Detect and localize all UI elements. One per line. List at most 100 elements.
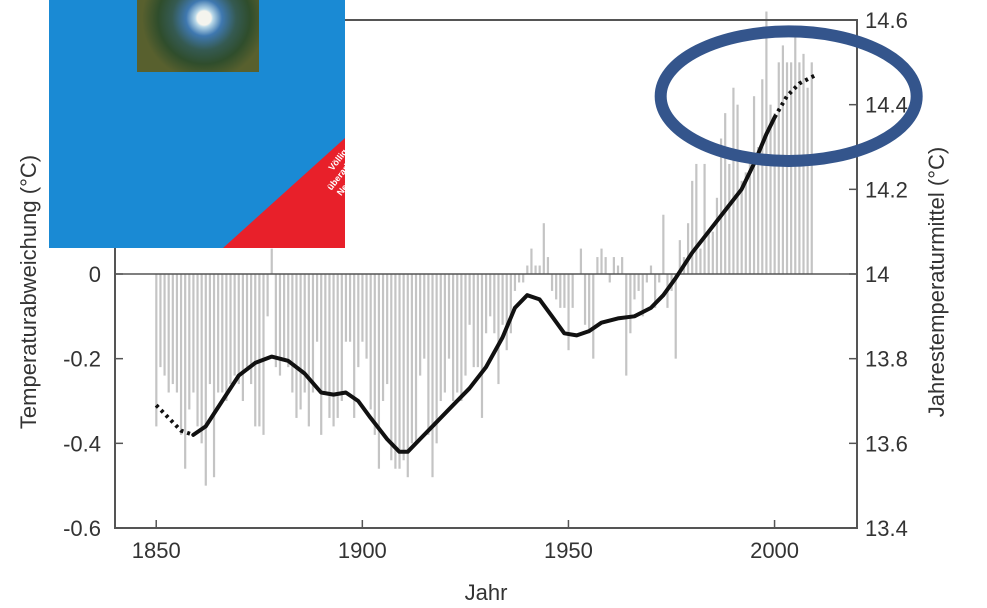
bar <box>348 274 352 342</box>
bar <box>344 274 348 342</box>
y2-tick-label: 13.4 <box>865 516 908 541</box>
bar <box>567 274 570 351</box>
bar <box>196 274 199 427</box>
bar <box>612 257 615 274</box>
bar <box>291 274 294 393</box>
bar <box>328 274 331 418</box>
bar <box>798 62 801 275</box>
bar <box>332 274 335 427</box>
bar <box>600 248 603 274</box>
bar <box>200 274 203 444</box>
bar <box>167 274 170 393</box>
bar <box>204 274 207 486</box>
bar <box>719 138 723 274</box>
bar <box>303 274 306 393</box>
bar <box>703 163 706 274</box>
bar <box>526 265 529 274</box>
y-tick-label: -0.6 <box>63 516 101 541</box>
bar <box>229 274 232 385</box>
bar <box>340 274 343 401</box>
bar <box>295 274 298 418</box>
bar <box>439 274 442 401</box>
bar <box>254 274 257 427</box>
smoothed-line <box>191 115 777 454</box>
bar <box>262 274 265 435</box>
bar <box>629 274 632 334</box>
bar <box>320 274 323 435</box>
bar <box>208 274 212 385</box>
bar <box>485 274 488 334</box>
y2-tick-label: 13.8 <box>865 347 908 372</box>
bar <box>621 257 624 274</box>
bar <box>390 274 393 461</box>
bar <box>625 274 628 376</box>
dotted-start-line <box>154 403 194 437</box>
bar <box>559 274 562 308</box>
bar <box>175 274 179 393</box>
bar <box>785 62 789 275</box>
bar <box>538 265 541 274</box>
bar <box>732 87 735 274</box>
bar <box>410 274 413 444</box>
bar <box>452 274 455 401</box>
y-tick-label: -0.2 <box>63 347 101 372</box>
bar <box>464 274 467 376</box>
x-tick-label: 1950 <box>544 538 593 563</box>
bar <box>406 274 409 478</box>
bar <box>402 274 405 461</box>
bar <box>184 274 187 469</box>
bar <box>728 163 731 274</box>
bar <box>155 274 158 427</box>
bar <box>691 180 694 274</box>
bar <box>324 274 327 393</box>
bar <box>299 274 302 410</box>
bar <box>163 274 166 376</box>
bar <box>707 231 710 274</box>
bar <box>188 274 191 410</box>
bar <box>592 274 595 359</box>
bar <box>645 274 648 283</box>
smoothed-trend-lines <box>154 73 817 454</box>
bar <box>435 274 438 444</box>
hurricane-image <box>137 0 259 72</box>
bar <box>192 274 195 393</box>
y2-tick-label: 14 <box>865 262 889 287</box>
bar <box>493 274 496 334</box>
book-cover-thumbnail: Völlig überarbeitete Neuausgabe <box>49 0 345 248</box>
bar <box>381 274 385 401</box>
bar <box>715 197 719 274</box>
bar <box>765 11 768 275</box>
bar <box>641 274 644 317</box>
bar <box>637 274 640 291</box>
bar <box>740 180 743 274</box>
bar <box>604 257 607 274</box>
bar <box>658 274 661 283</box>
bar <box>596 257 599 274</box>
red-corner-band <box>223 138 345 248</box>
bar <box>357 274 360 368</box>
bar <box>307 274 310 427</box>
bar <box>522 274 525 283</box>
bar <box>534 265 537 274</box>
x-tick-label: 1900 <box>338 538 387 563</box>
bar <box>699 248 702 274</box>
y2-tick-label: 14.2 <box>865 177 908 202</box>
bar <box>278 274 282 376</box>
y-axis-ticks: -0.6 -0.4 -0.2 0 <box>63 262 123 541</box>
bar <box>171 274 174 385</box>
bar <box>505 274 508 351</box>
bar <box>353 274 356 418</box>
bar <box>423 274 426 359</box>
bar <box>456 274 459 393</box>
x-axis-ticks: 1850 1900 1950 2000 <box>132 520 799 563</box>
bar <box>501 274 504 325</box>
bar <box>542 223 545 274</box>
bar <box>748 155 752 274</box>
bar <box>237 274 240 385</box>
bar <box>806 87 809 274</box>
bar <box>550 274 554 291</box>
y-tick-label: 0 <box>89 262 101 287</box>
y-axis-title: Temperaturabweichung (°C) <box>16 155 41 429</box>
bar <box>790 62 793 275</box>
